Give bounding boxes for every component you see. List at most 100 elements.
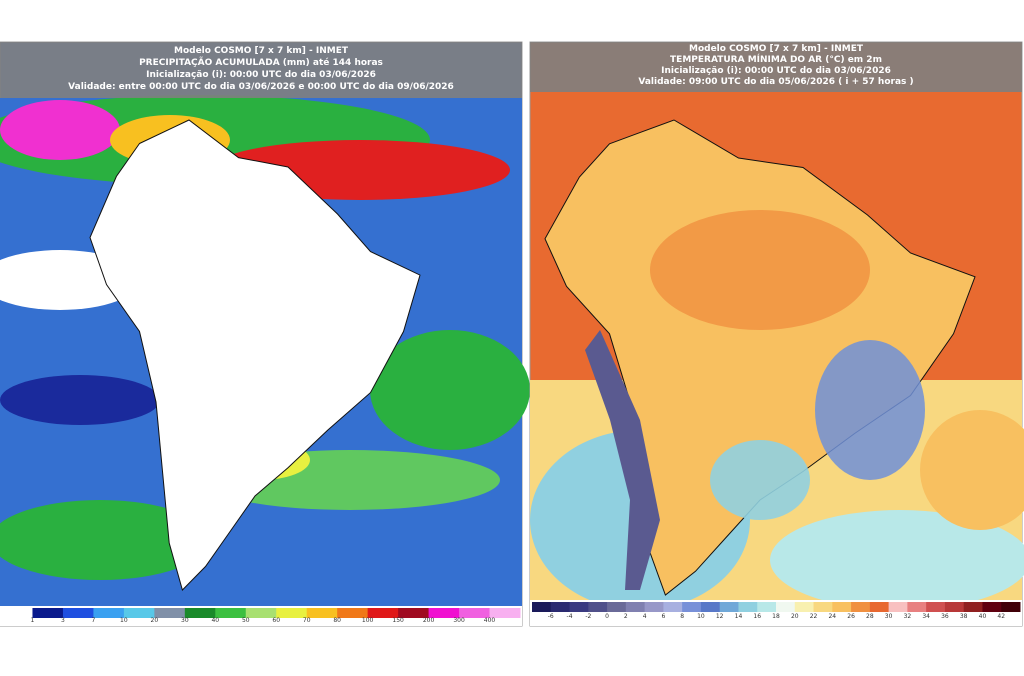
colorbar-swatch <box>851 602 871 612</box>
colorbar-swatch <box>663 602 683 612</box>
colorbar-label: -6 <box>548 613 554 620</box>
colorbar-label: 40 <box>979 613 987 620</box>
colorbar-swatch <box>184 608 216 618</box>
colorbar-swatch <box>607 602 627 612</box>
colorbar-label: 34 <box>922 613 930 620</box>
colorbar: 1 3 7 10 20 30 40 50 60 70 80 100 150 200 300 400 <box>2 608 521 624</box>
colorbar-swatch <box>982 602 1002 612</box>
colorbar-swatch <box>719 602 739 612</box>
colorbar-label: 22 <box>810 613 818 620</box>
colorbar-swatch <box>32 608 64 618</box>
colorbar-label: 28 <box>866 613 874 620</box>
colorbar-label: 7 <box>91 617 95 624</box>
colorbar-label: 24 <box>828 613 836 620</box>
colorbar-swatch <box>337 608 369 618</box>
colorbar-label: 3 <box>61 617 65 624</box>
colorbar-label: 70 <box>303 617 311 624</box>
colorbar-label: 16 <box>753 613 761 620</box>
colorbar-swatch <box>644 602 664 612</box>
colorbar-label: -4 <box>567 613 573 620</box>
colorbar-swatch <box>700 602 721 612</box>
colorbar-swatch <box>154 608 186 618</box>
colorbar-swatch <box>682 602 702 612</box>
colorbar-swatch <box>489 608 521 618</box>
colorbar-swatch <box>532 602 552 612</box>
colorbar-label: 12 <box>716 613 724 620</box>
header-line: Inicialização (i): 00:00 UTC do dia 03/0… <box>146 70 376 80</box>
colorbar-swatch <box>907 602 927 612</box>
colorbar-swatch <box>550 602 571 612</box>
colorbar-swatch <box>963 602 983 612</box>
colorbar-label: 400 <box>484 617 496 624</box>
colorbar-swatch <box>888 602 908 612</box>
colorbar-label: 100 <box>362 617 374 624</box>
colorbar-label: 38 <box>960 613 968 620</box>
precip-header <box>0 42 522 98</box>
colorbar-label: 10 <box>697 613 705 620</box>
colorbar-swatch <box>367 608 399 618</box>
header-line: Inicialização (i): 00:00 UTC do dia 03/0… <box>661 66 891 76</box>
colorbar-label: 300 <box>453 617 465 624</box>
colorbar-label: 18 <box>772 613 780 620</box>
colorbar-label: 80 <box>333 617 341 624</box>
header-line: Modelo COSMO [7 x 7 km] - INMET <box>689 44 864 54</box>
colorbar-label: 50 <box>242 617 250 624</box>
colorbar-label: 10 <box>120 617 128 624</box>
colorbar-label: 0 <box>605 613 609 620</box>
colorbar-swatch <box>428 608 460 618</box>
colorbar-swatch <box>245 608 277 618</box>
colorbar-label: 26 <box>847 613 855 620</box>
colorbar-label: 8 <box>680 613 684 620</box>
colorbar-swatch <box>459 608 491 618</box>
colorbar-label: 6 <box>661 613 665 620</box>
colorbar-swatch <box>794 602 815 612</box>
colorbar-swatch <box>813 602 833 612</box>
header-line: PRECIPITAÇÃO ACUMULADA (mm) até 144 hora… <box>139 57 383 68</box>
colorbar-label: 42 <box>997 613 1005 620</box>
colorbar-label: 20 <box>151 617 159 624</box>
colorbar-swatch <box>588 602 608 612</box>
colorbar-swatch <box>738 602 758 612</box>
colorbar-label: 40 <box>211 617 219 624</box>
colorbar-swatch <box>569 602 589 612</box>
continent-outline <box>89 119 421 591</box>
colorbar-swatch <box>944 602 965 612</box>
colorbar-swatch <box>926 602 946 612</box>
temp-header <box>530 42 1022 92</box>
header-line: Validade: 09:00 UTC do dia 05/06/2026 ( … <box>638 77 913 87</box>
colorbar-swatch <box>62 608 94 618</box>
colorbar-label: 200 <box>423 617 435 624</box>
colorbar-label: 20 <box>791 613 799 620</box>
colorbar-swatch <box>2 608 33 618</box>
header-line: Modelo COSMO [7 x 7 km] - INMET <box>174 46 349 56</box>
temp-land-field <box>585 210 925 590</box>
header-line: Validade: entre 00:00 UTC do dia 03/06/2… <box>68 82 454 92</box>
colorbar-label: 2 <box>624 613 628 620</box>
colorbar-label: 4 <box>643 613 647 620</box>
colorbar-swatch <box>215 608 247 618</box>
colorbar-label: 32 <box>904 613 912 620</box>
colorbar-swatch <box>776 602 796 612</box>
colorbar-swatch <box>93 608 125 618</box>
colorbar-label: 60 <box>272 617 280 624</box>
colorbar-swatch <box>276 608 308 618</box>
colorbar: -6 -4 -2 0 2 4 6 8 10 12 14 16 18 20 22 24 26 28 30 32 34 36 3… <box>532 602 1021 620</box>
colorbar-label: 36 <box>941 613 949 620</box>
colorbar-label: 30 <box>181 617 189 624</box>
colorbar-swatch <box>832 602 852 612</box>
colorbar-swatch <box>625 602 646 612</box>
colorbar-label: 30 <box>885 613 893 620</box>
colorbar-label: 1 <box>31 617 35 624</box>
colorbar-swatch <box>869 602 890 612</box>
colorbar-swatch <box>398 608 430 618</box>
colorbar-swatch <box>1001 602 1021 612</box>
colorbar-swatch <box>123 608 155 618</box>
colorbar-label: 14 <box>735 613 743 620</box>
colorbar-label: 150 <box>392 617 404 624</box>
header-line: TEMPERATURA MÍNIMA DO AR (°C) em 2m <box>670 53 882 65</box>
colorbar-swatch <box>757 602 777 612</box>
colorbar-swatch <box>306 608 338 618</box>
colorbar-label: -2 <box>585 613 591 620</box>
